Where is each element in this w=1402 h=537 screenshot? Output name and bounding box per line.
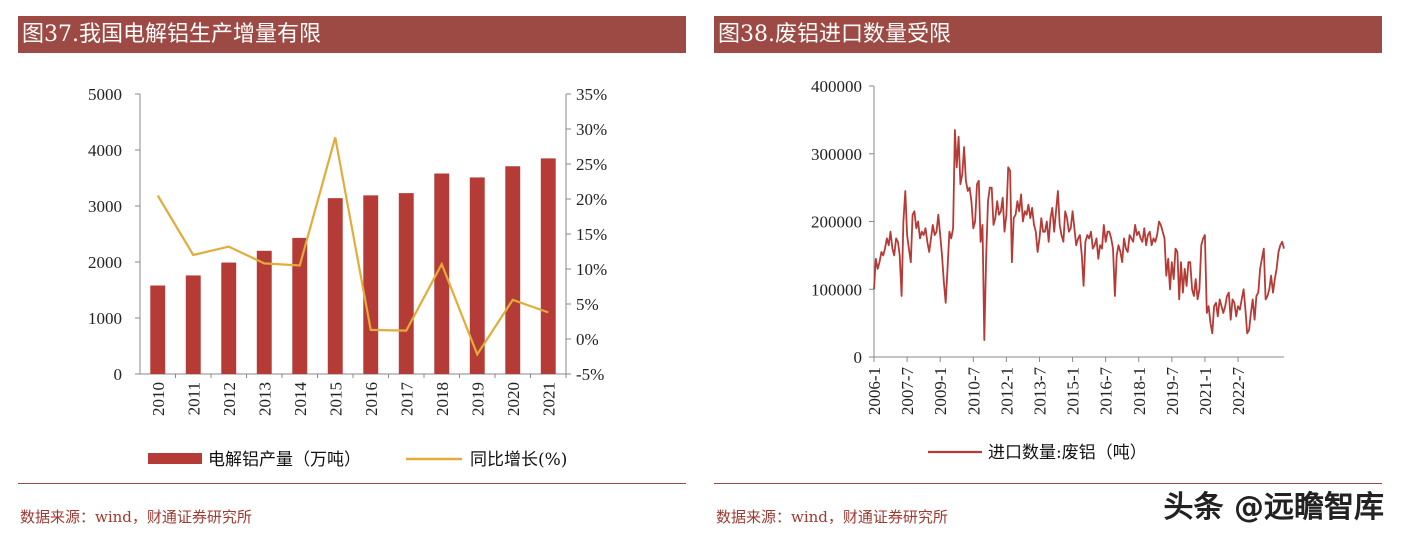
left-y-tick-label: 3000: [88, 197, 122, 216]
x-tick-label: 2007-7: [898, 367, 917, 416]
right-y-tick-label: 15%: [576, 225, 607, 244]
left-y-tick-label: 2000: [88, 253, 122, 272]
right-panel: 图38.废铝进口数量受限 0 100000 200000 300000 400000 20…: [714, 16, 1382, 537]
x-tick-label: 2013: [255, 382, 274, 416]
right-chart-title: 图38.废铝进口数量受限: [714, 16, 1382, 53]
x-tick-label: 2011: [184, 382, 203, 415]
right-y-tick-label: 20%: [576, 190, 607, 209]
right-y-tick-label: 30%: [576, 120, 607, 139]
left-panel: 图37.我国电解铝生产增量有限 0 1000 2000 3000 4000 5000 -5%…: [18, 16, 686, 537]
x-tick-label: 2013-7: [1030, 367, 1049, 416]
x-tick-label: 2010: [149, 382, 168, 416]
left-y-tick-label: 4000: [88, 141, 122, 160]
left-divider: [18, 483, 686, 484]
bar-2016: [363, 195, 379, 374]
right-divider: [714, 483, 1382, 484]
x-tick-label: 2021-1: [1196, 367, 1215, 415]
growth-rate-line: [156, 137, 549, 357]
y-tick-label: 400000: [811, 77, 862, 96]
right-chart: 0 100000 200000 300000 400000 2006-1 2007-7 200…: [811, 77, 1285, 463]
bar-2012: [221, 262, 237, 374]
x-tick-label: 2012-1: [997, 367, 1016, 415]
left-source-note: 数据来源：wind，财通证券研究所: [20, 508, 252, 526]
bar-2019: [469, 177, 485, 374]
x-tick-label: 2022-7: [1229, 367, 1248, 416]
right-y-tick-label: 10%: [576, 260, 607, 279]
x-tick-label: 2020: [504, 382, 523, 416]
y-tick-label: 300000: [811, 145, 862, 164]
right-y-tick-label: 25%: [576, 155, 607, 174]
x-tick-label: 2015: [326, 382, 345, 416]
y-tick-label: 0: [854, 348, 863, 367]
bar-2010: [150, 285, 166, 374]
x-tick-label: 2016-7: [1097, 367, 1116, 416]
bar-2014: [292, 237, 308, 374]
bar-2013: [256, 250, 272, 374]
left-chart: 0 1000 2000 3000 4000 5000 -5% 0% 5% 10% 15% 20% 25%…: [88, 85, 607, 470]
left-y-tick-label: 0: [114, 365, 123, 384]
right-y-tick-label: 35%: [576, 85, 607, 104]
legend-line-label: 进口数量:废铝（吨）: [988, 443, 1147, 463]
y-tick-label: 200000: [811, 213, 862, 232]
x-tick-label: 2010-7: [964, 367, 983, 416]
bar-2021: [540, 158, 556, 374]
legend-line-label: 同比增长(%): [470, 450, 567, 470]
bar-2011: [185, 275, 201, 374]
x-tick-label: 2009-1: [931, 367, 950, 415]
legend-bar-swatch: [148, 453, 202, 464]
bar-2020: [505, 166, 521, 374]
x-tick-label: 2014: [291, 382, 310, 417]
x-tick-label: 2006-1: [865, 367, 884, 415]
scrap-aluminum-import-line: [873, 129, 1285, 342]
x-tick-label: 2015-1: [1064, 367, 1083, 415]
y-tick-label: 100000: [811, 280, 862, 299]
right-y-tick-label: -5%: [576, 365, 604, 384]
bar-2017: [398, 193, 414, 374]
left-y-tick-label: 5000: [88, 85, 122, 104]
right-y-tick-label: 0%: [576, 330, 599, 349]
bar-2018: [434, 173, 450, 374]
right-y-tick-label: 5%: [576, 295, 599, 314]
x-tick-label: 2016: [362, 382, 381, 416]
left-chart-title: 图37.我国电解铝生产增量有限: [18, 16, 686, 53]
x-tick-label: 2017: [397, 382, 416, 417]
bar-2015: [327, 198, 343, 374]
x-tick-label: 2019-7: [1163, 367, 1182, 416]
right-source-note: 数据来源：wind，财通证券研究所: [716, 508, 948, 526]
left-y-tick-label: 1000: [88, 309, 122, 328]
x-tick-label: 2018-1: [1130, 367, 1149, 415]
x-tick-label: 2012: [220, 382, 239, 416]
legend-bar-label: 电解铝产量（万吨）: [208, 450, 361, 470]
x-tick-label: 2018: [433, 382, 452, 416]
x-tick-label: 2021: [539, 382, 558, 416]
x-tick-label: 2019: [468, 382, 487, 416]
watermark-text: 头条 @远瞻智库: [1163, 490, 1384, 525]
